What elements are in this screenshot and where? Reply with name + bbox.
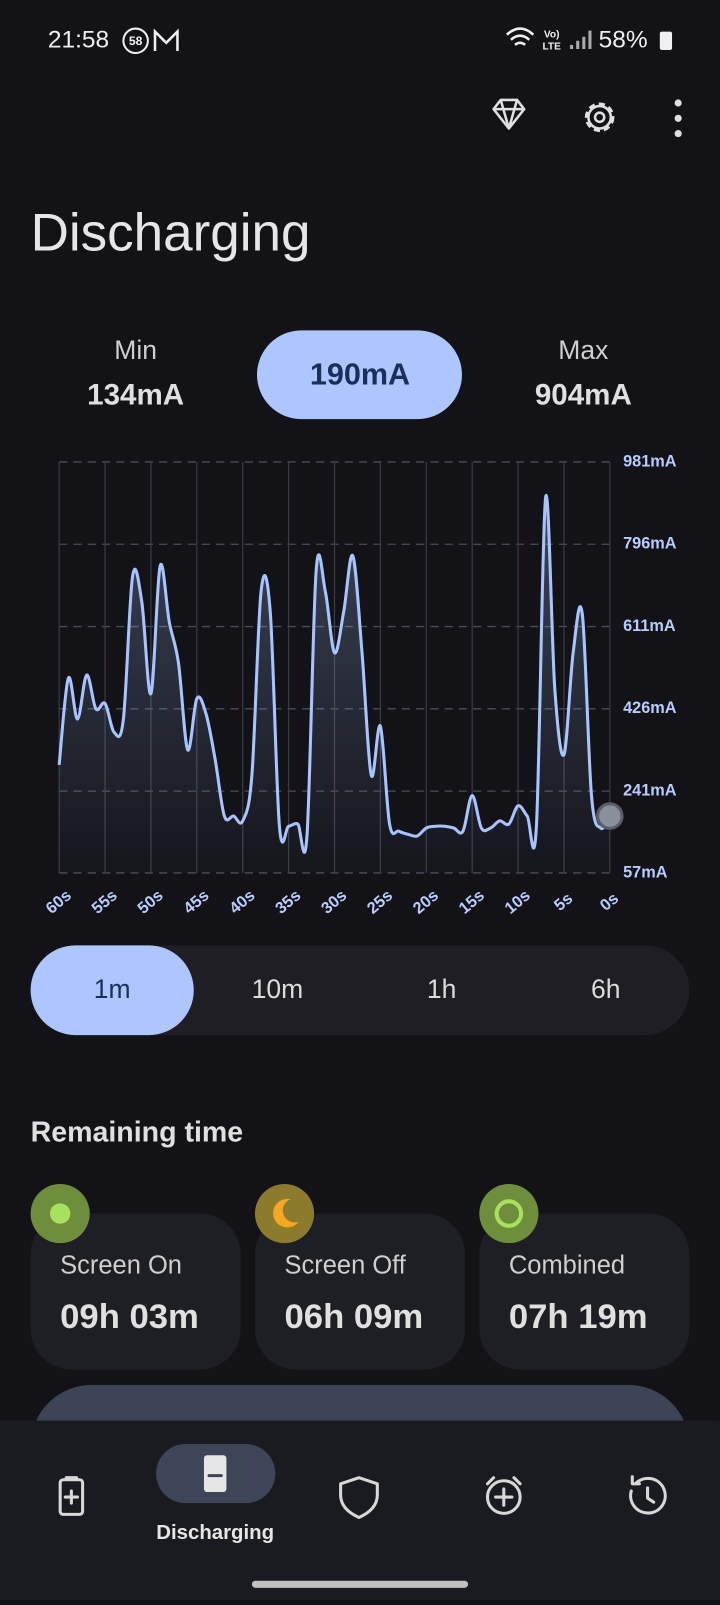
range-option[interactable]: 10m xyxy=(252,974,304,1004)
nav-discharging-icon-detail xyxy=(207,1451,223,1478)
icon xyxy=(485,1476,522,1507)
battery-icon xyxy=(659,31,673,50)
icon xyxy=(629,1475,667,1515)
card xyxy=(479,1213,690,1370)
current-pill xyxy=(256,330,462,420)
dot xyxy=(674,130,682,138)
current-value: 190mA xyxy=(310,357,410,391)
card xyxy=(30,1213,241,1370)
range-option[interactable]: 6h xyxy=(591,974,620,1004)
more-button[interactable] xyxy=(674,99,682,138)
max-label: Max xyxy=(558,335,608,365)
y-tick-label: 981mA xyxy=(623,452,677,470)
gear-teeth xyxy=(584,102,615,133)
lte: LTE xyxy=(542,42,561,53)
moon-icon xyxy=(273,1198,299,1228)
y-tick-label: 241mA xyxy=(623,781,677,799)
nav-active-label: Discharging xyxy=(156,1522,274,1544)
notification-badge: 58 xyxy=(129,34,143,48)
page-title: Discharging xyxy=(31,204,311,263)
bottom-nav xyxy=(0,1420,720,1601)
range-selector xyxy=(30,945,690,1036)
range-selected-pill xyxy=(30,945,194,1036)
icon xyxy=(58,1478,85,1516)
nav-protect[interactable] xyxy=(339,1476,379,1519)
badge-circle xyxy=(122,27,149,55)
card-icon xyxy=(479,1183,539,1244)
range-option[interactable]: 1m xyxy=(94,974,131,1004)
settings-button[interactable] xyxy=(584,102,615,133)
nav-history[interactable] xyxy=(629,1475,667,1515)
gear-hub xyxy=(593,111,606,124)
y-tick-label: 611mA xyxy=(623,617,676,635)
premium-button[interactable] xyxy=(492,98,526,130)
remaining-cards: Screen On 09h 03m Screen Off 06h 09m Combine… xyxy=(30,1183,690,1370)
card-label: Combined xyxy=(509,1251,625,1279)
nav-alarm[interactable] xyxy=(485,1476,522,1515)
volte: Vo) xyxy=(544,29,560,40)
max-value: 904mA xyxy=(535,379,632,412)
card xyxy=(254,1213,466,1370)
battery-percent: 58% xyxy=(599,26,648,53)
range-options: 1m 10m 1h 6h xyxy=(30,945,621,1036)
latest-point xyxy=(596,802,624,830)
icon xyxy=(63,1476,80,1505)
nav-discharging-icon xyxy=(203,1455,227,1492)
y-tick-label: 796mA xyxy=(623,535,677,553)
wifi-icon xyxy=(505,27,535,46)
section-title: Remaining time xyxy=(31,1117,244,1149)
y-tick-label: 426mA xyxy=(623,699,677,717)
home-indicator xyxy=(251,1580,469,1588)
y-tick-label: 57mA xyxy=(623,863,668,881)
min-value: 134mA xyxy=(87,379,184,412)
card-label: Screen On xyxy=(60,1251,182,1279)
signal-icon xyxy=(570,30,592,49)
combined-icon xyxy=(494,1199,524,1228)
dot xyxy=(674,99,682,107)
icon xyxy=(485,1479,522,1515)
gear-ring xyxy=(587,104,613,130)
nav-charging[interactable] xyxy=(58,1476,85,1516)
mail-icon xyxy=(153,28,179,51)
range-option[interactable]: 1h xyxy=(427,974,456,1004)
clock: 21:58 xyxy=(48,26,109,53)
card-value: 09h 03m xyxy=(60,1298,199,1336)
card-label: Screen Off xyxy=(285,1251,407,1279)
line xyxy=(57,493,612,854)
sun-icon xyxy=(49,1203,71,1224)
card-icon xyxy=(254,1183,315,1244)
card-value: 07h 19m xyxy=(509,1298,648,1336)
card-value: 06h 09m xyxy=(285,1298,424,1336)
line-area xyxy=(59,495,610,873)
dot xyxy=(674,114,682,122)
min-label: Min xyxy=(114,335,157,365)
